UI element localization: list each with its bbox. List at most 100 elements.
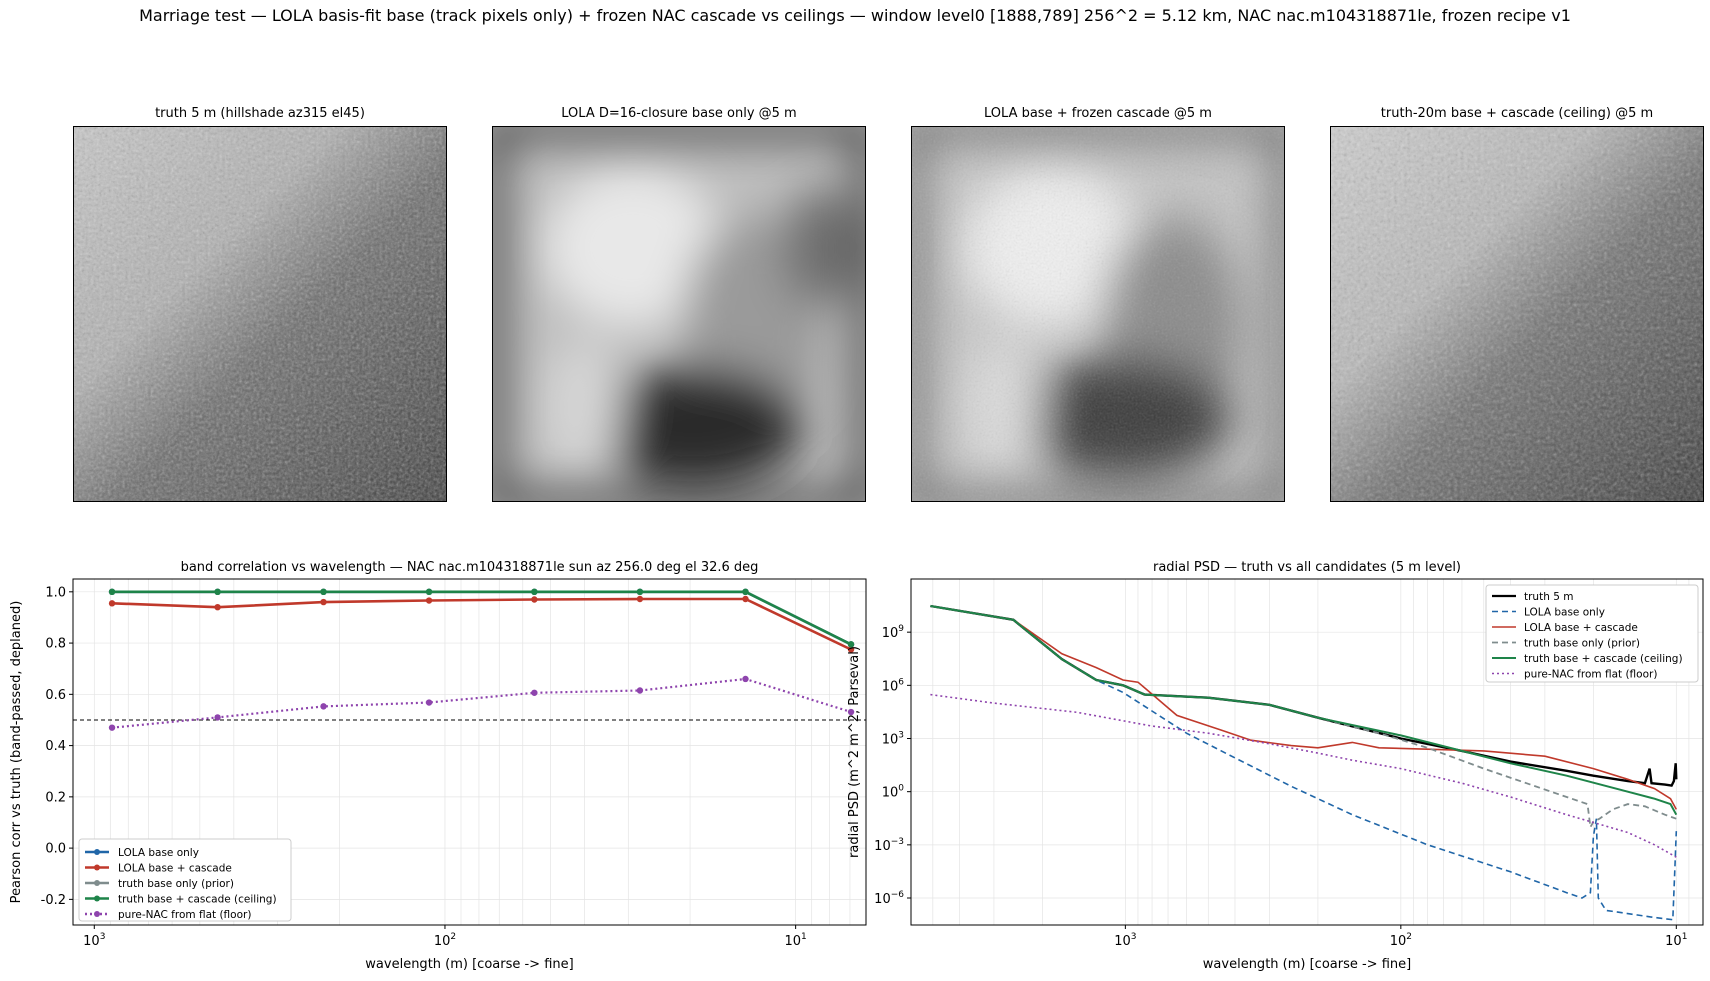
- y-tick-label: 10−6: [874, 890, 904, 907]
- y-tick-label: 103: [882, 731, 904, 748]
- x-tick-label: 103: [83, 932, 105, 949]
- data-point-lola_base: [108, 588, 116, 596]
- legend-marker-pure_nac: [94, 911, 100, 917]
- y-tick-label: 109: [882, 624, 905, 641]
- data-point-lola_cascade: [320, 598, 327, 606]
- data-point-truth_cascade: [320, 588, 327, 596]
- legend-box: [78, 838, 292, 922]
- series-line-truth_cascade: [112, 590, 852, 646]
- y-tick-label: 100: [882, 784, 905, 801]
- chart2-legend: truth 5 m LOLA base only LOLA base + casca…: [1485, 584, 1699, 683]
- x-tick-label: 102: [434, 932, 456, 949]
- panel-title-truth: truth 5 m (hillshade az315 el45): [155, 106, 365, 121]
- data-point-truth_cascade: [108, 588, 116, 596]
- legend-label-truth_base: truth base only (prior): [118, 878, 234, 890]
- data-point-pure_nac: [108, 724, 116, 731]
- y-tick-label: 106: [882, 677, 905, 694]
- lola-base-image: [492, 126, 866, 502]
- psd-line-lola_base: [930, 605, 1678, 921]
- psd-line-truth: [930, 604, 1678, 787]
- legend-label-lola_cascade: LOLA base + cascade: [1524, 622, 1638, 634]
- chart1-title: band correlation vs wavelength — NAC nac…: [181, 560, 759, 575]
- data-point-lola_base: [531, 588, 538, 596]
- truth-cascade-image: [1330, 126, 1704, 502]
- data-point-pure_nac: [636, 687, 644, 694]
- lola-cascade-image: [911, 126, 1285, 502]
- y-tick-label: 1.0: [45, 585, 66, 600]
- chart1-frame: [72, 578, 867, 926]
- data-point-lola_base: [320, 588, 327, 596]
- psd-line-pure_nac: [930, 693, 1677, 858]
- legend-label-pure_nac: pure-NAC from flat (floor): [1524, 669, 1657, 681]
- data-point-lola_cascade: [847, 646, 855, 653]
- legend-label-lola_base: LOLA base only: [1524, 607, 1605, 619]
- x-tick-label: 101: [784, 932, 806, 949]
- series-line-lola_cascade: [111, 597, 852, 651]
- data-point-pure_nac: [742, 675, 749, 683]
- data-point-truth_cascade: [847, 641, 855, 648]
- legend-marker-lola_base: [94, 849, 100, 855]
- legend-label-truth_cascade: truth base + cascade (ceiling): [118, 894, 277, 906]
- y-tick-label: 10−3: [874, 837, 904, 854]
- y-tick-label: -0.2: [41, 893, 66, 908]
- y-tick-label: 0.4: [45, 739, 66, 754]
- y-tick-label: 0.8: [45, 637, 66, 652]
- psd-line-lola_cascade: [930, 605, 1678, 810]
- data-point-pure_nac: [425, 699, 433, 706]
- legend-marker-lola_cascade: [94, 864, 100, 871]
- data-point-truth_cascade: [214, 588, 221, 596]
- figure-title: Marriage test — LOLA basis-fit base (tra…: [139, 6, 1571, 25]
- data-point-pure_nac: [531, 689, 538, 696]
- x-tick-label: 103: [1114, 932, 1136, 949]
- chart1-grid: [73, 579, 866, 925]
- data-point-lola_base: [742, 588, 749, 596]
- legend-label-truth_base: truth base only (prior): [1524, 638, 1640, 650]
- legend-label-truth: truth 5 m: [1524, 591, 1573, 603]
- series-line-pure_nac: [111, 677, 852, 729]
- panel-title-truth-cascade: truth-20m base + cascade (ceiling) @5 m: [1380, 106, 1654, 121]
- legend-box: [1485, 584, 1699, 683]
- data-point-truth_base: [214, 588, 221, 596]
- band-correlation-chart: -0.2 0.0 0.2 0.4 0.6 0.8 1.0 103 102 101 band corr…: [9, 560, 867, 972]
- data-point-truth_base: [531, 588, 538, 596]
- data-point-truth_base: [742, 588, 749, 596]
- chart2-y-axis-label: radial PSD (m^2 m^2, Parseval): [847, 646, 862, 858]
- data-point-lola_base: [425, 588, 433, 596]
- data-point-lola_cascade: [742, 595, 749, 603]
- legend-marker-truth_base: [94, 880, 100, 886]
- data-point-lola_base: [847, 641, 855, 648]
- legend-label-truth_cascade: truth base + cascade (ceiling): [1524, 653, 1683, 665]
- chart1-y-axis-label: Pearson corr vs truth (band-passed, depl…: [9, 601, 24, 904]
- data-point-truth_cascade: [425, 588, 433, 596]
- chart2-x-axis-label: wavelength (m) [coarse -> fine]: [1203, 957, 1411, 972]
- data-point-truth_base: [108, 588, 116, 596]
- data-point-truth_cascade: [742, 588, 749, 596]
- data-point-lola_base: [214, 588, 221, 596]
- psd-line-truth_base: [930, 605, 1677, 830]
- data-point-lola_cascade: [636, 595, 644, 603]
- panel-title-lola-base: LOLA D=16-closure base only @5 m: [561, 106, 797, 121]
- chart1-legend: LOLA base only LOLA base + cascade truth b…: [78, 838, 292, 922]
- data-point-pure_nac: [847, 708, 855, 716]
- x-tick-label: 102: [1390, 932, 1412, 949]
- data-point-pure_nac: [320, 703, 327, 710]
- y-tick-label: 0.6: [45, 688, 66, 703]
- data-point-truth_base: [847, 641, 855, 648]
- data-point-lola_cascade: [108, 600, 116, 607]
- data-point-truth_base: [636, 588, 644, 596]
- chart1-x-axis-label: wavelength (m) [coarse -> fine]: [365, 957, 573, 972]
- data-point-lola_cascade: [214, 603, 221, 611]
- psd-line-truth_cascade: [930, 605, 1678, 816]
- chart2-grid: [910, 579, 1704, 925]
- series-line-lola_base: [112, 590, 852, 646]
- data-point-pure_nac: [214, 714, 221, 721]
- legend-marker-truth_cascade: [94, 895, 100, 902]
- y-tick-label: 0.2: [45, 790, 66, 805]
- y-tick-label: 0.0: [45, 842, 66, 857]
- data-point-lola_base: [636, 588, 644, 596]
- chart2-title: radial PSD — truth vs all candidates (5 …: [1153, 560, 1461, 575]
- x-tick-label: 101: [1665, 932, 1687, 949]
- series-line-truth_base: [112, 590, 852, 646]
- data-point-lola_cascade: [425, 597, 433, 604]
- legend-label-pure_nac: pure-NAC from flat (floor): [118, 909, 251, 921]
